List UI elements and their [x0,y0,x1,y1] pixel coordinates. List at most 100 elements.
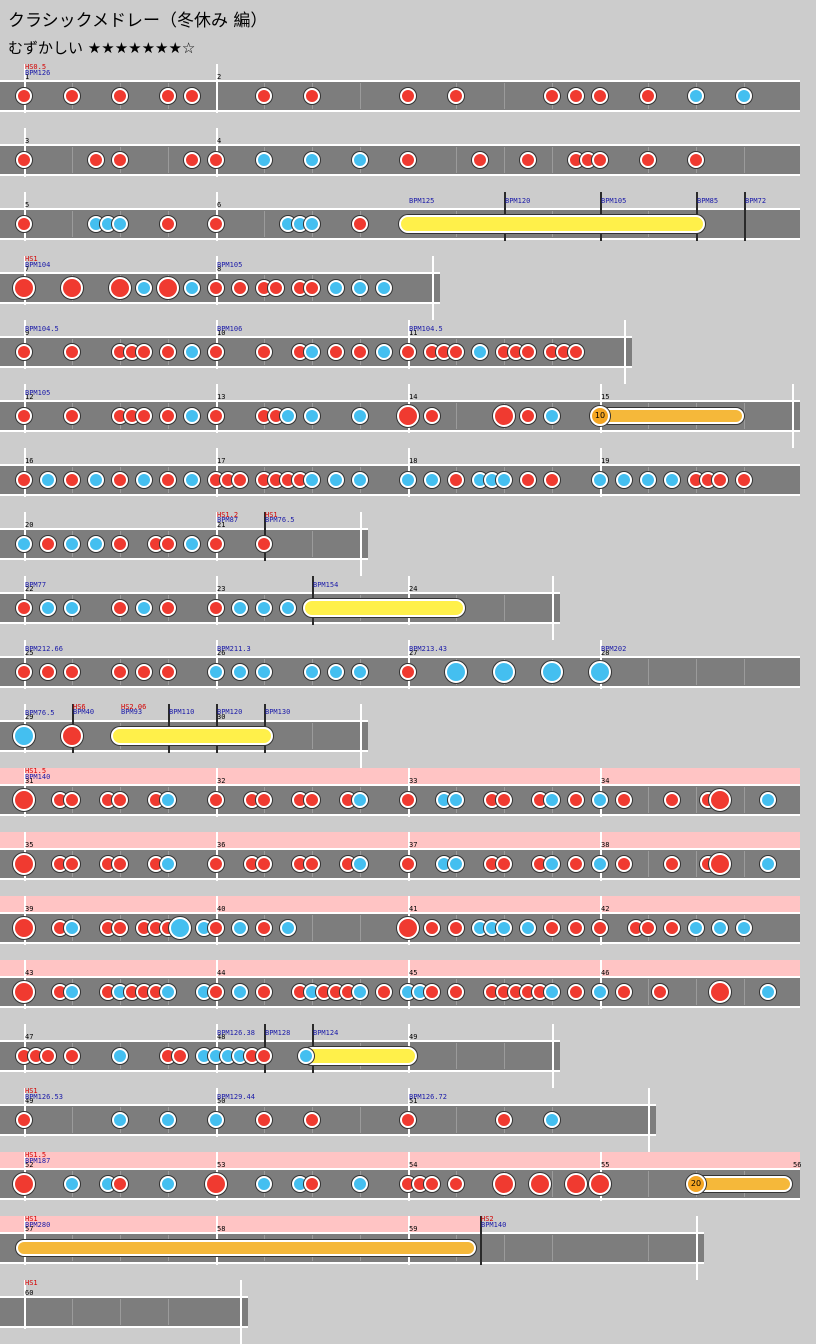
don-note [304,792,320,808]
don-note [208,408,224,424]
lane-border [0,110,800,112]
measure-number: 33 [409,777,418,785]
don-note [40,1048,56,1064]
beat-line [696,979,697,1005]
don-note [304,856,320,872]
don-note [640,920,656,936]
don-note [16,152,32,168]
beat-line [696,787,697,813]
don-note [448,472,464,488]
don-note [160,472,176,488]
measure-number: 27 [409,649,418,657]
don-note [592,920,608,936]
measure-line [24,1280,26,1329]
ka-note [304,408,320,424]
don-note [268,280,284,296]
measure-number: 40 [217,905,226,913]
ka-note [352,280,368,296]
don-note [256,856,272,872]
ka-note [616,472,632,488]
ka-note [328,664,344,680]
chart-row: 7 8 HS1 BPM104 BPM105 [0,255,816,320]
chart-row: 25 26 27 28 BPM212.66 BPM211.3 BPM213.43 BPM202 [0,640,816,704]
beat-line [120,1299,121,1325]
bpm-label: BPM187 [25,1157,51,1165]
lane-border [0,622,560,624]
end-line [360,704,362,768]
ka-note [232,600,248,616]
don-note [520,152,536,168]
scroll-speed-band [0,1216,480,1233]
don-note [256,792,272,808]
measure-number: 57 [25,1225,34,1233]
don-note [448,344,464,360]
beat-line [648,979,649,1005]
measure-number: 34 [601,777,610,785]
ka-note [544,856,560,872]
drumroll [303,599,465,617]
don-note [328,344,344,360]
drumroll [111,727,273,745]
ka-note [592,856,608,872]
ka-note [496,472,512,488]
don-note [256,1112,272,1128]
lane-border [0,208,800,210]
chart-row: 29 30 BPM76.5 HS6 BPM40 HS2.06 BPM93 BPM110 BPM1… [0,703,816,768]
beat-line [648,659,649,685]
big-don-note [397,405,419,427]
bpm-change-line [744,192,746,241]
beat-line [504,1043,505,1069]
big-don-note [493,405,515,427]
ka-note [376,280,392,296]
lane-border [0,750,368,752]
big-don-note [709,853,731,875]
measure-number: 49 [409,1033,418,1041]
don-note [544,88,560,104]
measure-number: 56 [793,1161,802,1169]
ka-note [136,600,152,616]
beat-line [744,403,745,429]
bpm-label: BPM106 [217,325,243,333]
chart-row: 43 44 45 46 [0,960,816,1024]
lane-border [0,1168,800,1170]
don-note [232,472,248,488]
beat-line [72,1107,73,1133]
balloon-roll [16,1240,476,1256]
beat-line [456,403,457,429]
bpm-label: BPM154 [313,581,339,589]
measure-number: 35 [25,841,34,849]
measure-number: 23 [217,585,226,593]
don-note [112,920,128,936]
note-lane [0,1041,560,1071]
bpm-label: BPM87 [217,516,239,524]
measure-number: 47 [25,1033,34,1041]
lane-border [0,1198,800,1200]
don-note [304,88,320,104]
lane-border [0,912,800,914]
beat-line [696,659,697,685]
don-note [112,664,128,680]
don-note [544,920,560,936]
don-note [400,152,416,168]
ka-note [400,472,416,488]
don-note [640,152,656,168]
ka-note [544,792,560,808]
big-don-note [13,853,35,875]
ka-note [760,984,776,1000]
don-note [112,88,128,104]
bpm-label: BPM76.5 [265,516,295,524]
don-note [400,1112,416,1128]
lane-border [0,558,368,560]
difficulty-label: むずかしい [8,39,84,57]
ka-note [160,856,176,872]
lane-border [0,686,800,688]
measure-number: 50 [217,1097,226,1105]
ka-note [64,600,80,616]
don-note [352,216,368,232]
bpm-label: BPM77 [25,581,47,589]
measure-number: 2 [217,73,222,81]
measure-number: 18 [409,457,418,465]
don-note [208,344,224,360]
ka-note [352,792,368,808]
